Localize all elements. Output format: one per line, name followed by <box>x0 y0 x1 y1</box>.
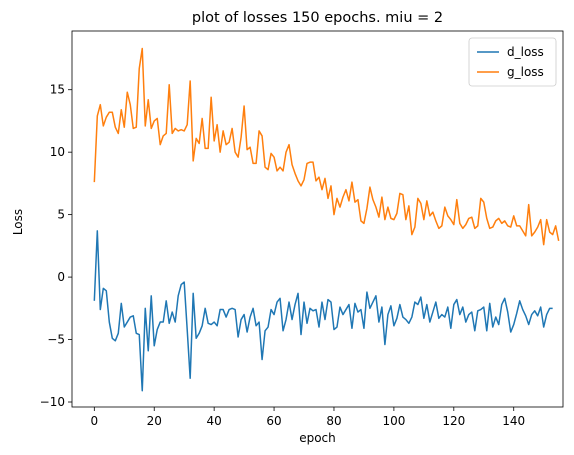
y-tick-label: −5 <box>47 333 65 347</box>
axes-frame <box>71 30 564 408</box>
plot-area: 0 20 40 60 80 100 120 140 −10 −5 0 5 10 15 d_loss g_los… <box>40 30 564 428</box>
y-tick-label: 10 <box>50 145 65 159</box>
x-axis-label: epoch <box>299 431 336 445</box>
series-line-d-loss <box>93 230 553 392</box>
x-tick-label: 140 <box>502 414 525 428</box>
chart-title: plot of losses 150 epochs. miu = 2 <box>192 10 443 26</box>
series-line-g-loss <box>93 47 560 246</box>
y-tick-label: −10 <box>40 395 65 409</box>
x-tick-label: 120 <box>442 414 465 428</box>
x-tick-label: 100 <box>382 414 405 428</box>
y-tick-label: 15 <box>50 83 65 97</box>
y-tick-label: 0 <box>57 270 65 284</box>
legend-label-g-loss: g_loss <box>507 65 544 79</box>
y-tick-label: 5 <box>57 208 65 222</box>
legend-label-d-loss: d_loss <box>507 45 544 59</box>
x-tick-label: 0 <box>90 414 98 428</box>
x-tick-label: 60 <box>266 414 281 428</box>
legend-box <box>468 37 557 87</box>
x-tick-label: 80 <box>326 414 341 428</box>
x-tick-label: 40 <box>207 414 222 428</box>
y-axis-label: Loss <box>11 209 25 235</box>
x-tick-label: 20 <box>147 414 162 428</box>
